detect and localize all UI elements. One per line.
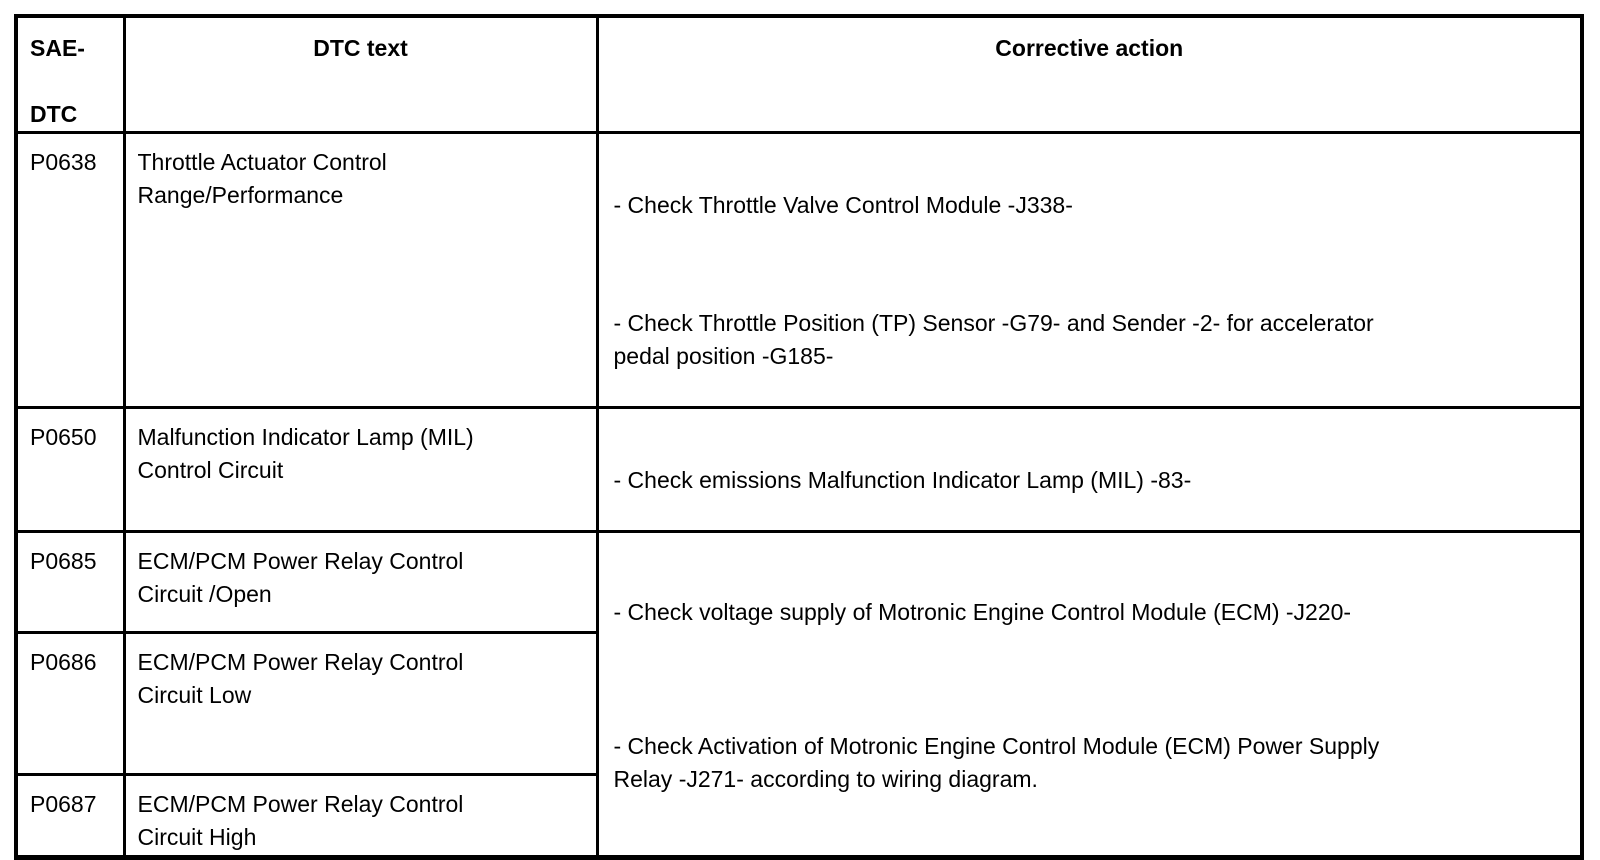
corrective-action-cell: - Check emissions Malfunction Indicator … — [595, 406, 1584, 533]
dtc-table: SAE- DTC DTC text Corrective action P063… — [14, 14, 1584, 860]
dtc-code: P0687 — [14, 773, 126, 859]
corrective-action-cell: - Check Throttle Valve Control Module -J… — [595, 131, 1584, 409]
dtc-text: ECM/PCM Power Relay Control Circuit High — [122, 773, 599, 859]
corrective-action-item: - Check emissions Malfunction Indicator … — [613, 467, 1192, 493]
manual-page: SAE- DTC DTC text Corrective action P063… — [14, 14, 1584, 860]
dtc-code: P0686 — [14, 631, 126, 776]
table-header-row: SAE- DTC DTC text Corrective action — [14, 14, 1584, 134]
dtc-text: Malfunction Indicator Lamp (MIL) Control… — [122, 406, 599, 533]
dtc-text: Throttle Actuator Control Range/Performa… — [122, 131, 599, 409]
dtc-text: ECM/PCM Power Relay Control Circuit Low — [122, 631, 599, 776]
corrective-action-item: - Check Activation of Motronic Engine Co… — [613, 733, 1380, 792]
column-header-sae-dtc: SAE- DTC — [14, 14, 126, 134]
corrective-action-cell-merged: - Check voltage supply of Motronic Engin… — [595, 530, 1584, 859]
corrective-action-item: - Check voltage supply of Motronic Engin… — [613, 599, 1352, 625]
column-header-corrective-action: Corrective action — [595, 14, 1584, 134]
corrective-action-item: - Check Throttle Position (TP) Sensor -G… — [613, 310, 1374, 369]
dtc-code: P0638 — [14, 131, 126, 409]
dtc-code: P0650 — [14, 406, 126, 533]
corrective-action-item: - Check Throttle Valve Control Module -J… — [613, 192, 1073, 218]
dtc-code: P0685 — [14, 530, 126, 634]
dtc-text: ECM/PCM Power Relay Control Circuit /Ope… — [122, 530, 599, 634]
table-row: P0650 Malfunction Indicator Lamp (MIL) C… — [14, 406, 1584, 533]
table-row: P0685 ECM/PCM Power Relay Control Circui… — [14, 530, 1584, 859]
column-header-dtc-text: DTC text — [122, 14, 599, 134]
table-row: P0638 Throttle Actuator Control Range/Pe… — [14, 131, 1584, 409]
